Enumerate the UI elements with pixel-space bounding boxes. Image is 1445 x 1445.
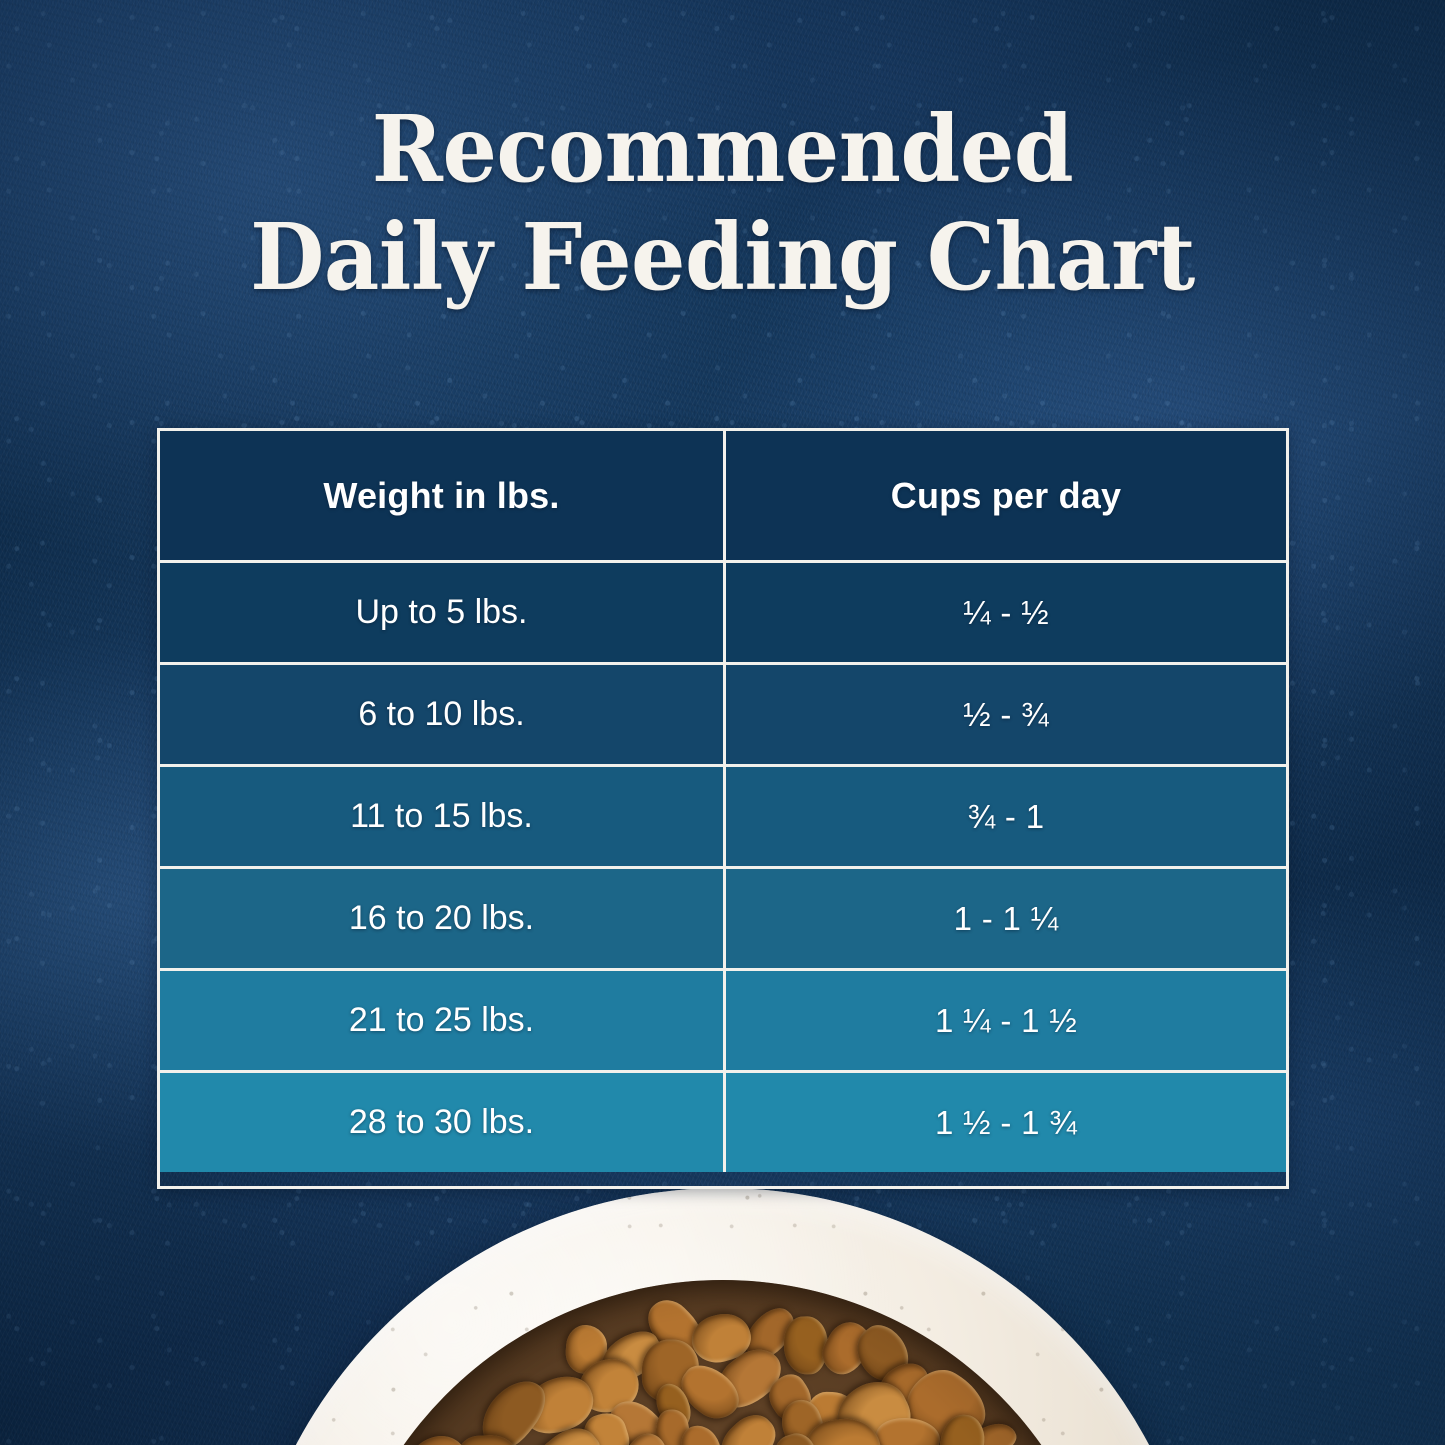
cell-weight: 16 to 20 lbs. bbox=[160, 869, 726, 968]
table-row: 21 to 25 lbs. 1 ¼ - 1 ½ bbox=[160, 968, 1286, 1070]
column-header-weight: Weight in lbs. bbox=[160, 431, 726, 560]
page-title: Recommended Daily Feeding Chart bbox=[0, 95, 1445, 311]
table-row: 6 to 10 lbs. ½ - ¾ bbox=[160, 662, 1286, 764]
cell-weight: 21 to 25 lbs. bbox=[160, 971, 726, 1070]
cell-cups: ¼ - ½ bbox=[963, 593, 1049, 631]
table-row: Up to 5 lbs. ¼ - ½ bbox=[160, 560, 1286, 662]
page-title-line-2: Daily Feeding Chart bbox=[250, 202, 1195, 311]
cell-weight: 28 to 30 lbs. bbox=[160, 1073, 726, 1172]
cell-cups: 1 ¼ - 1 ½ bbox=[934, 1001, 1078, 1039]
column-header-cups: Cups per day bbox=[890, 474, 1122, 516]
kibble-piece bbox=[469, 1368, 556, 1445]
table-header-row: Weight in lbs. Cups per day bbox=[160, 431, 1286, 560]
cell-cups: 1 ½ - 1 ¾ bbox=[934, 1103, 1078, 1141]
table-row: 16 to 20 lbs. 1 - 1 ¼ bbox=[160, 866, 1286, 968]
page-title-line-1: Recommended bbox=[371, 95, 1074, 203]
cell-cups: ¾ - 1 bbox=[967, 797, 1045, 835]
cell-weight: 11 to 15 lbs. bbox=[160, 767, 726, 866]
kibble-piece bbox=[782, 1316, 829, 1375]
table-row: 11 to 15 lbs. ¾ - 1 bbox=[160, 764, 1286, 866]
cell-weight: 6 to 10 lbs. bbox=[160, 665, 726, 764]
cell-cups: ½ - ¾ bbox=[963, 695, 1049, 733]
cell-weight: Up to 5 lbs. bbox=[160, 563, 726, 662]
cell-cups: 1 - 1 ¼ bbox=[953, 899, 1059, 937]
dog-food-bowl-photo bbox=[240, 1188, 1205, 1445]
table-row: 28 to 30 lbs. 1 ½ - 1 ¾ bbox=[160, 1070, 1286, 1172]
feeding-chart-table: Weight in lbs. Cups per day Up to 5 lbs.… bbox=[157, 428, 1289, 1189]
